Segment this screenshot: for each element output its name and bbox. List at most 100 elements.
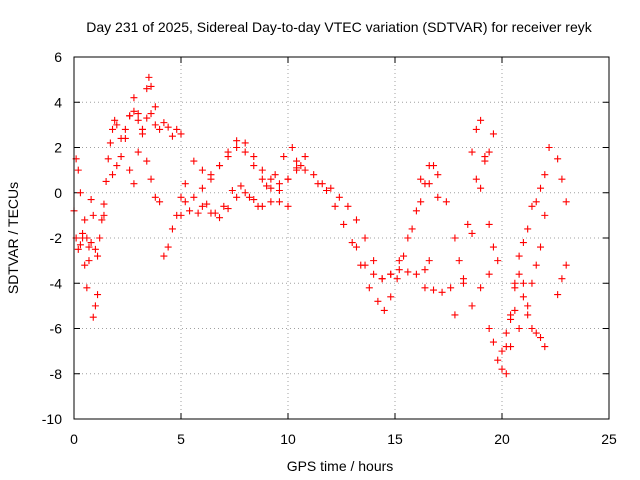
data-point (220, 202, 228, 210)
data-point (421, 266, 429, 274)
data-point (532, 198, 540, 206)
data-point (442, 198, 450, 206)
data-point (164, 243, 172, 251)
data-point (425, 162, 433, 170)
data-point (541, 171, 549, 179)
data-point (134, 110, 142, 118)
data-point (275, 198, 283, 206)
data-point (417, 198, 425, 206)
data-point (472, 125, 480, 133)
data-point (79, 234, 87, 242)
data-point (524, 302, 532, 310)
data-point (524, 225, 532, 233)
data-point (241, 139, 249, 147)
data-point (288, 144, 296, 151)
data-point (335, 193, 343, 201)
data-point (468, 229, 476, 237)
data-point (74, 166, 82, 174)
data-point (102, 177, 110, 185)
data-point (224, 153, 232, 161)
series-arc-o (352, 243, 433, 283)
data-point (301, 153, 309, 161)
data-point (378, 275, 386, 283)
data-point (494, 257, 502, 265)
data-point (344, 202, 352, 210)
data-point (151, 103, 159, 111)
data-point (519, 279, 527, 287)
data-point (241, 148, 249, 156)
data-point (541, 343, 549, 351)
data-point (515, 270, 523, 278)
data-point (91, 302, 99, 310)
data-point (207, 171, 215, 179)
data-point (301, 166, 309, 174)
data-point (275, 186, 283, 194)
series-arc-w (554, 155, 570, 206)
data-point (109, 171, 117, 179)
data-point (393, 275, 401, 283)
series-arc-d (89, 291, 102, 321)
data-point (130, 180, 138, 188)
data-point (537, 184, 545, 192)
data-point (126, 166, 134, 174)
data-point (293, 157, 301, 165)
data-point (121, 134, 129, 142)
data-point (91, 245, 99, 253)
data-point (477, 184, 485, 192)
grid-lines (74, 57, 609, 419)
data-point (327, 184, 335, 192)
data-point (438, 288, 446, 296)
data-point (198, 202, 206, 210)
y-tick-labels: -10 -8 -6 -4 -2 0 2 4 6 (42, 49, 62, 427)
chart-title: Day 231 of 2025, Sidereal Day-to-day VTE… (86, 19, 592, 35)
data-point (258, 202, 266, 210)
data-point (85, 243, 93, 251)
data-point (528, 325, 536, 332)
data-point (554, 291, 562, 299)
data-point (151, 193, 159, 201)
x-tick-labels: 0 5 10 15 20 25 (70, 431, 617, 447)
data-point (293, 166, 301, 174)
data-point (459, 275, 467, 283)
data-point (106, 139, 114, 147)
data-point (130, 107, 138, 115)
data-point (528, 279, 536, 287)
y-tick-label: 2 (54, 140, 62, 156)
data-point (404, 234, 412, 242)
data-point (147, 82, 155, 90)
data-point (87, 196, 95, 204)
data-point (121, 125, 129, 133)
data-point (113, 121, 121, 129)
data-point (519, 293, 527, 301)
data-point (481, 157, 489, 165)
x-tick-label: 5 (177, 431, 185, 447)
data-point (511, 306, 519, 314)
data-point (117, 153, 125, 161)
data-point (263, 182, 271, 190)
data-point (515, 325, 523, 332)
y-tick-label: -10 (42, 411, 62, 427)
data-point (98, 216, 106, 224)
data-point (485, 220, 493, 228)
data-point (145, 73, 153, 81)
data-point (258, 175, 266, 183)
data-point (507, 311, 515, 319)
data-point (143, 157, 151, 165)
x-tick-label: 0 (70, 431, 78, 447)
data-point (447, 284, 455, 292)
y-tick-label: -8 (50, 366, 63, 382)
data-point (532, 261, 540, 269)
data-point (400, 252, 408, 260)
data-point (151, 121, 159, 129)
data-point (412, 207, 420, 215)
y-tick-label: 6 (54, 49, 62, 65)
data-point (267, 184, 275, 192)
data-point (387, 270, 395, 278)
data-point (233, 144, 241, 151)
data-point (451, 311, 459, 319)
data-point (96, 234, 104, 242)
data-point (511, 284, 519, 292)
data-point (532, 329, 540, 337)
x-axis-label: GPS time / hours (287, 458, 394, 474)
